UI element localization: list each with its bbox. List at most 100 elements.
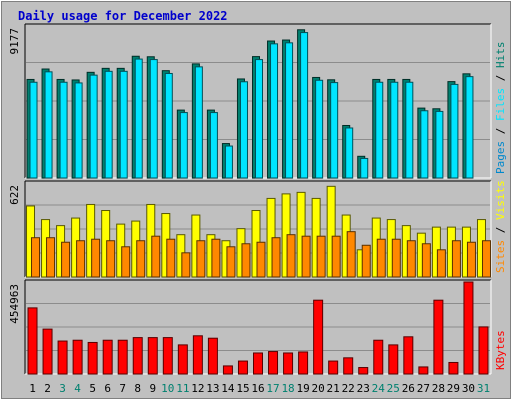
bar-files-day-10 [164,72,173,179]
day-label-17: 17 [266,382,279,395]
series-legend: Sites / Visits [494,180,507,273]
bar-kbytes-day-25 [388,344,399,375]
bar-visits-day-21 [326,185,336,278]
bar-sites-day-9 [151,235,161,278]
day-label-9: 9 [149,382,156,395]
bar-files-day-26 [405,81,414,179]
bar-sites-day-29 [451,240,461,278]
bar-kbytes-day-14 [222,365,233,375]
bar-files-day-1 [29,81,38,179]
bar-files-day-2 [44,71,53,179]
bar-kbytes-day-2 [42,328,53,375]
day-label-5: 5 [89,382,96,395]
bar-kbytes-day-29 [448,361,459,375]
bar-sites-day-10 [166,238,176,278]
bar-kbytes-day-22 [343,357,354,375]
panel-kbytes: 454963 KBytes [8,279,507,375]
bar-kbytes-day-19 [298,351,309,375]
day-label-6: 6 [104,382,111,395]
bar-kbytes-day-7 [117,339,128,375]
bar-files-day-8 [134,58,143,179]
bar-kbytes-day-21 [328,360,339,375]
bar-kbytes-day-8 [132,337,143,375]
bar-files-day-18 [285,42,294,179]
bar-sites-day-23 [361,244,371,278]
bar-visits-day-19 [296,191,306,278]
bar-files-day-23 [360,157,369,179]
bar-sites-day-1 [31,237,41,278]
bar-sites-day-17 [271,237,281,278]
bar-files-day-7 [119,70,128,179]
day-label-22: 22 [342,382,355,395]
day-label-13: 13 [206,382,219,395]
series-legend: KBytes [494,330,507,370]
legend-separator: / [494,121,507,141]
bar-kbytes-day-4 [72,339,83,375]
bar-kbytes-day-10 [162,337,173,375]
bar-sites-day-22 [346,231,356,278]
day-label-28: 28 [432,382,445,395]
bar-files-day-14 [224,145,233,179]
day-labels: 1 2 3 4 5 6 7 8 9 10 11 12 13 14 15 16 17 18 19 20 21 22 23 24 2… [29,382,490,395]
bar-sites-day-26 [406,240,416,278]
day-label-3: 3 [59,382,66,395]
day-label-14: 14 [221,382,235,395]
bar-files-day-15 [239,81,248,179]
day-label-11: 11 [176,382,189,395]
day-label-29: 29 [447,382,460,395]
bar-kbytes-day-3 [57,340,68,375]
bar-files-day-24 [375,81,384,179]
bar-kbytes-day-15 [237,360,248,375]
bar-files-day-17 [270,43,279,179]
bar-files-day-13 [209,112,218,179]
day-label-20: 20 [312,382,325,395]
bar-kbytes-day-16 [253,352,263,375]
legend-separator: / [494,68,507,88]
bar-kbytes-day-30 [463,281,474,375]
bar-kbytes-day-20 [313,299,324,375]
bar-files-day-30 [465,76,474,179]
bar-files-day-16 [255,59,263,179]
bar-kbytes-day-5 [87,341,98,375]
day-label-1: 1 [29,382,36,395]
bar-sites-day-11 [181,252,191,278]
day-label-10: 10 [161,382,174,395]
bar-sites-day-7 [121,246,131,278]
bar-files-day-29 [450,83,459,179]
day-label-24: 24 [372,382,386,395]
day-label-25: 25 [387,382,400,395]
max-label: 454963 [8,284,21,324]
legend-hits: Hits [494,42,507,69]
bar-kbytes-day-26 [403,336,414,375]
bar-kbytes-day-31 [478,326,489,375]
bar-sites-day-24 [376,238,386,278]
legend-sites: Sites [494,240,507,273]
legend-kbytes: KBytes [494,330,507,370]
bar-sites-day-8 [136,240,146,278]
bar-sites-day-14 [226,246,236,278]
bar-sites-day-2 [46,237,56,278]
day-label-15: 15 [236,382,249,395]
bar-sites-day-12 [196,240,206,278]
bar-files-day-20 [315,79,324,179]
bar-sites-day-19 [301,235,311,278]
bar-kbytes-day-6 [102,339,113,375]
day-label-4: 4 [74,382,81,395]
bar-sites-day-15 [241,243,251,278]
bar-sites-day-5 [91,238,101,278]
legend-pages: Pages [494,141,507,174]
bar-kbytes-day-9 [147,337,158,375]
bar-files-day-12 [194,66,203,179]
bar-kbytes-day-13 [207,337,218,375]
bar-sites-day-16 [256,241,266,278]
bar-sites-day-20 [316,235,326,278]
bar-files-day-4 [74,82,83,179]
bar-files-day-28 [435,110,444,179]
panel-hits-files-pages: 9177 Pages / Files / Hits [8,23,507,179]
max-label: 9177 [8,28,21,55]
bar-sites-day-31 [481,240,491,278]
bar-files-day-9 [149,59,158,179]
bar-sites-day-3 [61,241,71,278]
max-label: 622 [8,185,21,205]
